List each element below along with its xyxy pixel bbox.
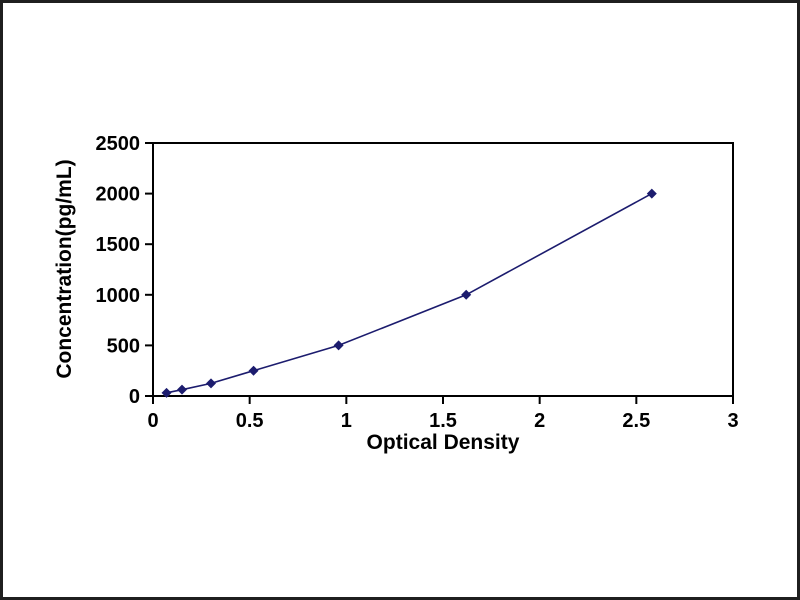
y-tick-label: 0	[129, 386, 140, 408]
data-point-marker	[161, 387, 172, 398]
x-tick-label: 2.5	[622, 410, 650, 432]
x-tick-label: 0.5	[236, 410, 264, 432]
y-tick-label: 1000	[96, 285, 141, 307]
y-tick-label: 1500	[96, 234, 141, 256]
data-point-marker	[461, 289, 472, 300]
y-tick-label: 2500	[96, 133, 141, 155]
x-tick-label: 1	[341, 410, 352, 432]
x-tick-label: 1.5	[429, 410, 457, 432]
data-point-marker	[177, 384, 187, 395]
x-tick-label: 3	[727, 410, 738, 432]
data-point-marker	[248, 365, 259, 376]
x-tick-label: 2	[534, 410, 545, 432]
data-point-marker	[333, 340, 344, 351]
y-tick-label: 2000	[96, 184, 141, 206]
y-axis-title: Concentration(pg/mL)	[53, 159, 76, 379]
x-tick-label: 0	[147, 410, 158, 432]
x-axis-title: Optical Density	[366, 431, 520, 454]
data-point-marker	[646, 188, 657, 199]
plot-svg: 0 0.5 1 1.5 2 2.5 3 0 500 1000 1500 2000 2500	[96, 133, 739, 432]
plot-border	[152, 142, 734, 397]
data-point-marker	[206, 378, 216, 389]
y-tick-label: 500	[107, 335, 140, 357]
